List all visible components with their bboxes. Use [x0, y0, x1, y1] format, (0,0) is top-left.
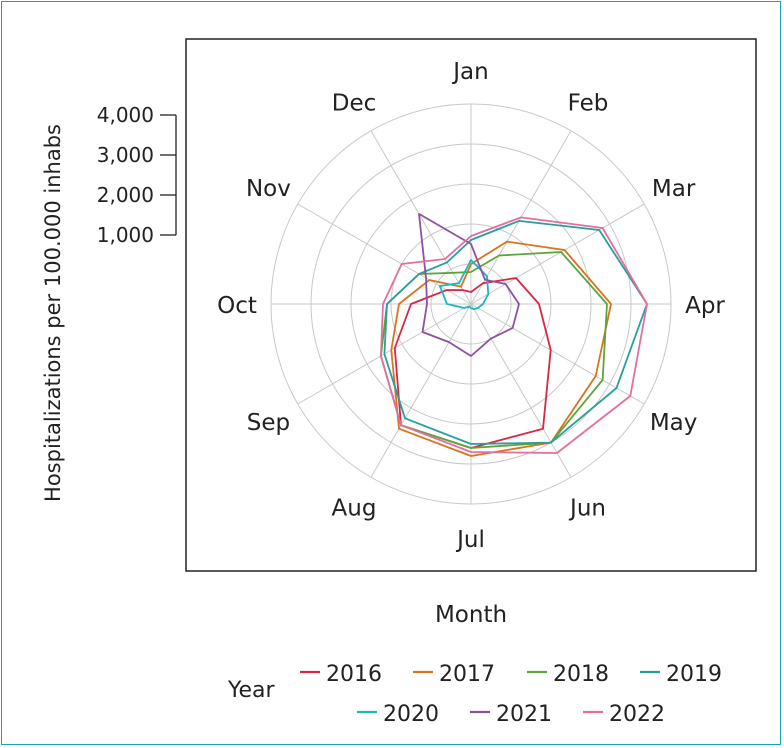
- month-label-apr: Apr: [685, 293, 725, 319]
- r-tick-label: 2,000: [97, 183, 154, 207]
- legend-label-2016: 2016: [326, 662, 382, 687]
- legend: Year 2016 2017 2018 2019 2020 2021 2022: [227, 662, 722, 727]
- month-labels: Jan Feb Mar Apr May Jun Jul Aug Sep Oct Nov Dec: [217, 59, 725, 553]
- month-label-feb: Feb: [568, 90, 609, 116]
- series-line-2022: [380, 216, 648, 454]
- series-line-2017: [390, 240, 612, 457]
- polar-grid: [270, 103, 672, 505]
- month-label-jan: Jan: [451, 59, 488, 85]
- r-tick-label: 1,000: [97, 223, 154, 247]
- month-label-may: May: [650, 410, 698, 436]
- series-line-2019: [383, 220, 648, 445]
- grid-spoke: [370, 130, 472, 305]
- grid-spoke: [370, 303, 472, 478]
- month-label-nov: Nov: [246, 176, 291, 202]
- series-layer: [380, 213, 648, 457]
- legend-label-2022: 2022: [609, 702, 665, 727]
- month-label-dec: Dec: [332, 90, 377, 116]
- series-line-2021: [418, 213, 520, 357]
- legend-label-2020: 2020: [383, 702, 439, 727]
- r-tick-label: 4,000: [97, 103, 154, 127]
- grid-spoke: [470, 203, 645, 305]
- grid-spoke: [470, 303, 572, 478]
- r-tick-label: 3,000: [97, 143, 154, 167]
- legend-label-2019: 2019: [666, 662, 722, 687]
- radial-axis: 1,000 2,000 3,000 4,000: [97, 103, 177, 247]
- grid-spoke: [470, 303, 645, 405]
- series-line-2020: [438, 259, 490, 311]
- legend-label-2018: 2018: [553, 662, 609, 687]
- y-axis-label: Hospitalizations per 100.000 inhabs: [41, 124, 65, 502]
- legend-label-2021: 2021: [496, 702, 552, 727]
- month-label-sep: Sep: [247, 410, 290, 436]
- grid-spoke: [297, 203, 472, 305]
- month-label-oct: Oct: [217, 293, 257, 319]
- month-label-jul: Jul: [455, 527, 485, 553]
- month-label-mar: Mar: [652, 176, 696, 202]
- legend-label-2017: 2017: [439, 662, 495, 687]
- month-label-jun: Jun: [568, 496, 606, 522]
- x-axis-label: Month: [435, 602, 507, 628]
- legend-title: Year: [227, 678, 276, 703]
- plot-panel: [185, 38, 757, 572]
- month-label-aug: Aug: [332, 496, 377, 522]
